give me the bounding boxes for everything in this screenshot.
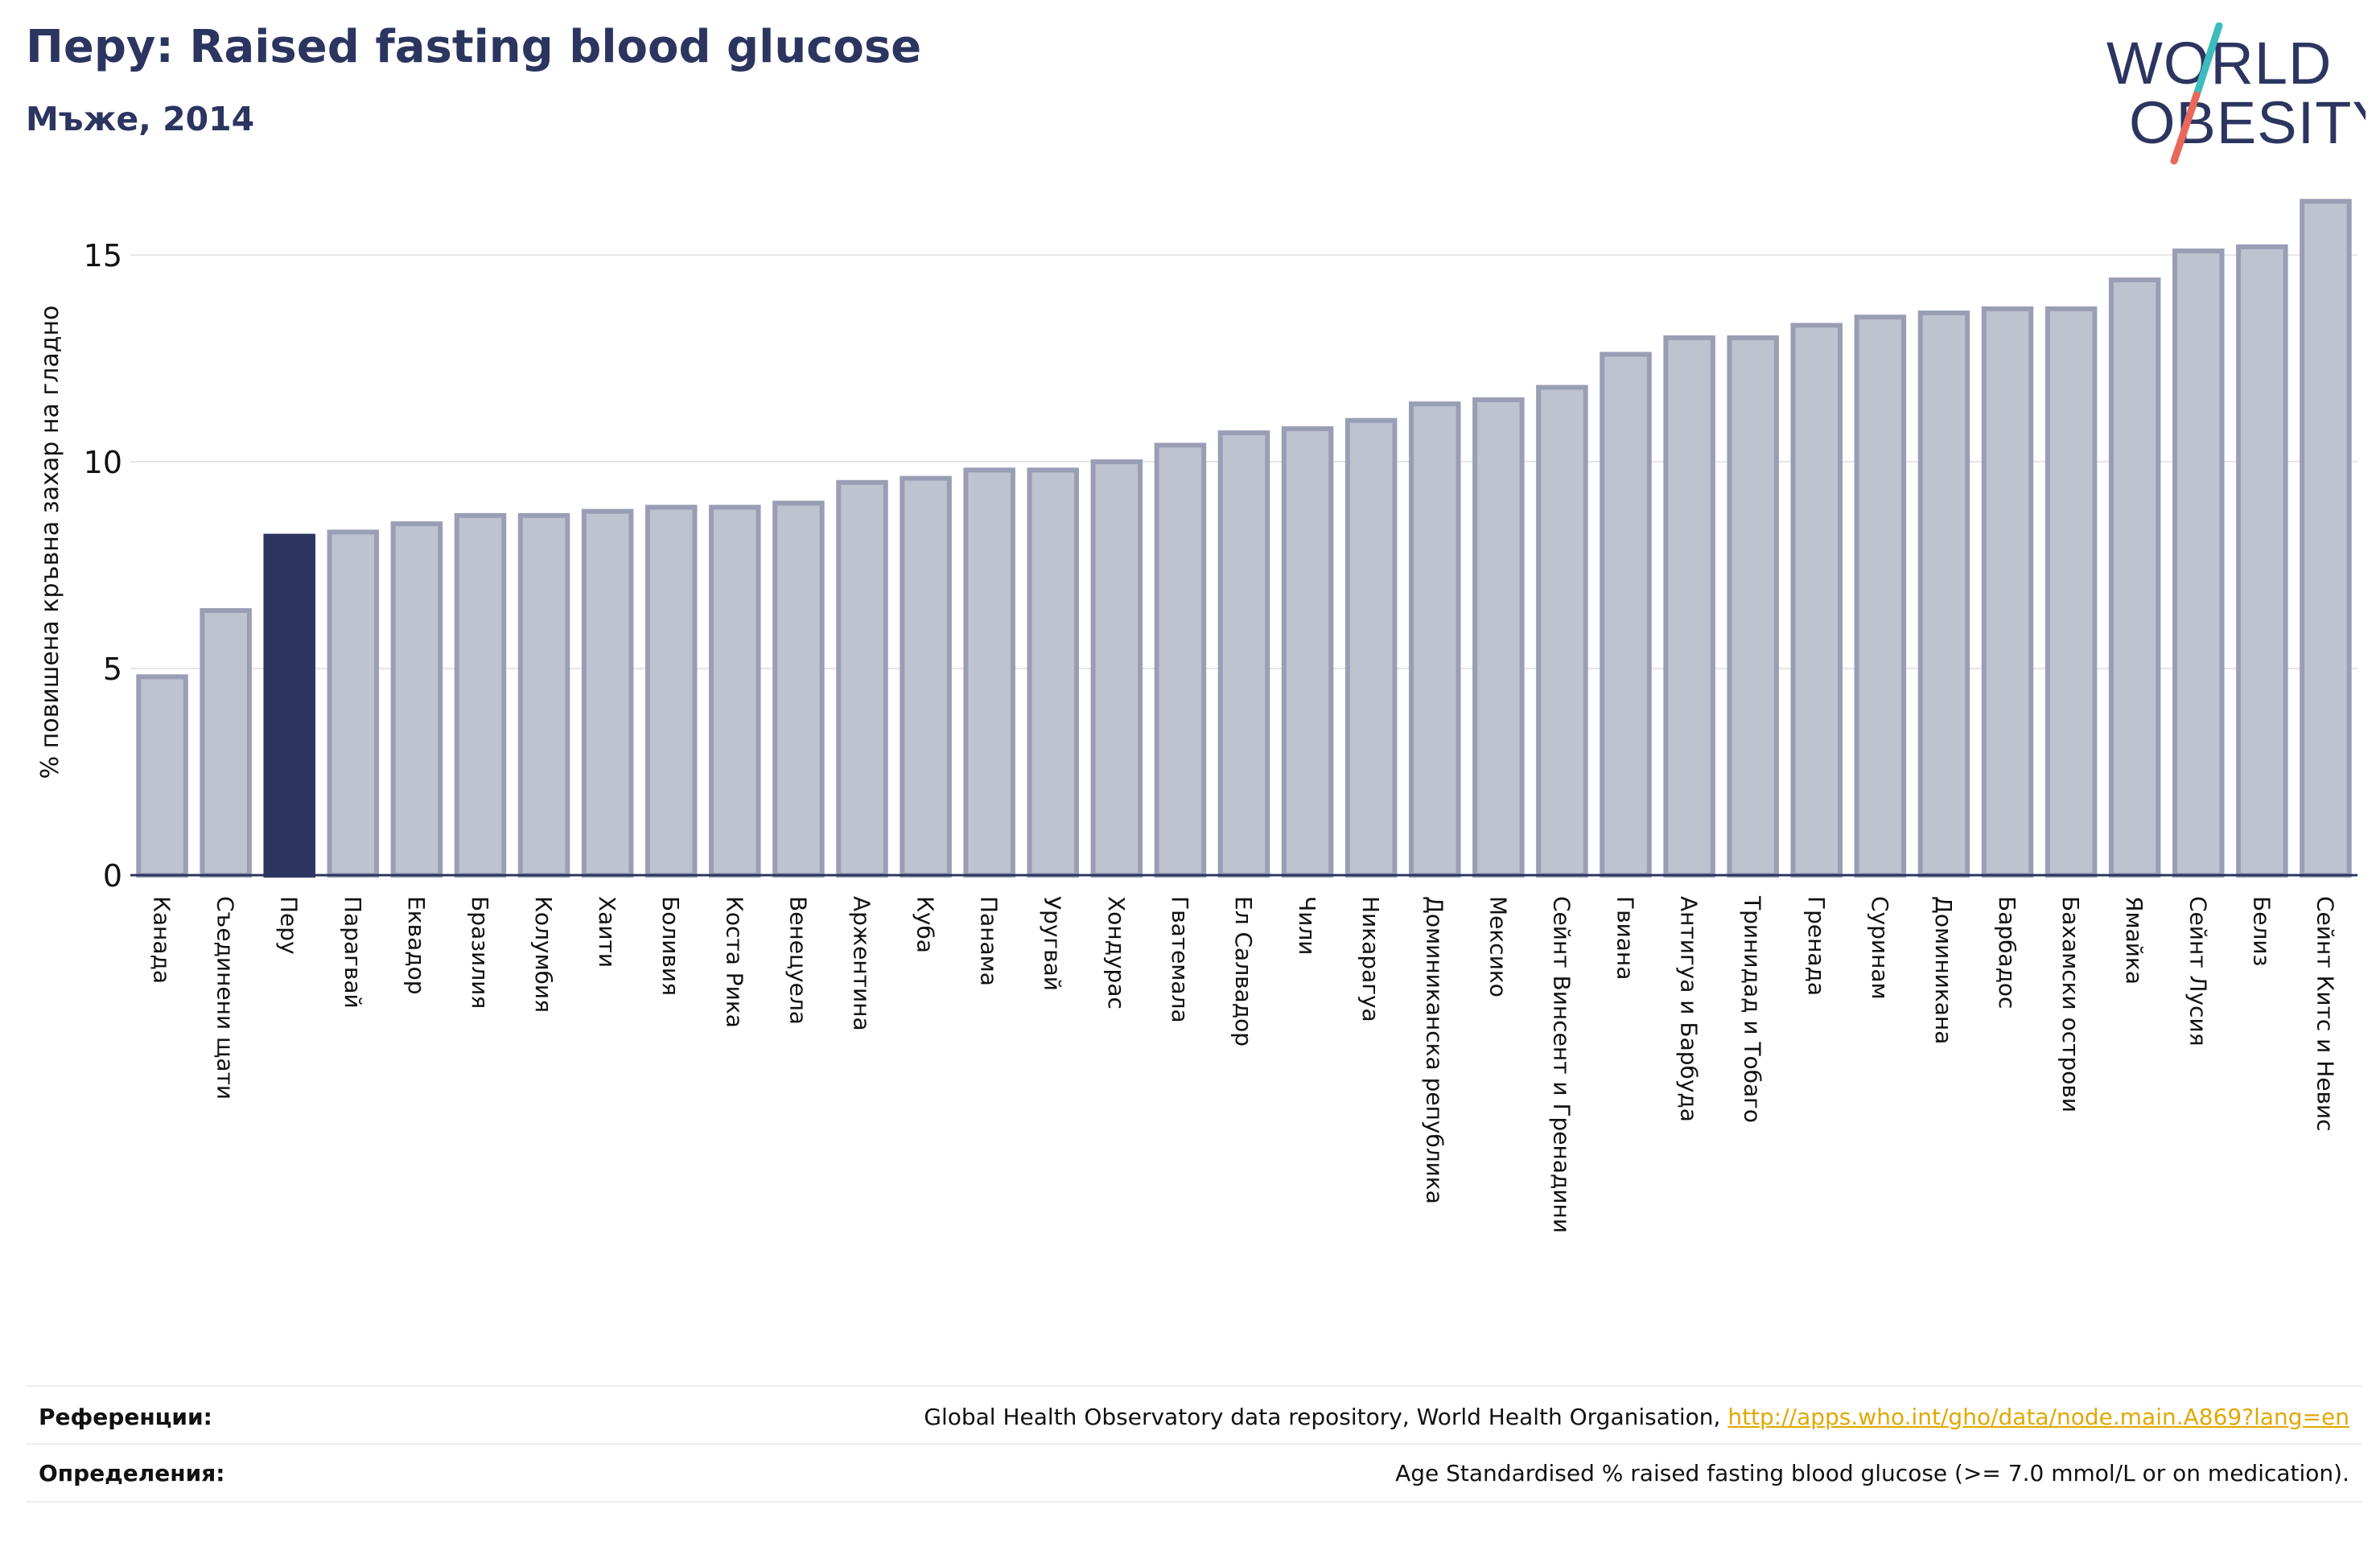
footer-divider-bottom: [26, 1501, 2362, 1503]
x-tick-label: Тринидад и Тобаго: [1740, 895, 1766, 1123]
x-tick-label: Ел Салвадор: [1230, 896, 1257, 1047]
x-tick-label: Антигуа и Барбуда: [1676, 896, 1703, 1122]
x-tick-label: Хаити: [594, 896, 620, 968]
x-tick-label: Бразилия: [467, 896, 493, 1009]
x-tick-label: Гвиана: [1612, 896, 1639, 980]
bar: [1536, 384, 1588, 878]
logo-slash-bottom: [2170, 91, 2201, 165]
references-label: Референции:: [39, 1403, 212, 1430]
logo-line2: OBESITY: [2129, 89, 2366, 156]
x-tick-label: Перу: [276, 896, 303, 955]
bar: [1472, 397, 1525, 878]
x-tick-label: Доминикана: [1930, 896, 1957, 1044]
bar: [1408, 401, 1461, 878]
x-tick-label: Барбадос: [1994, 896, 2020, 1009]
bar: [200, 608, 252, 878]
x-tick-label: Куба: [912, 896, 939, 953]
bar: [581, 508, 634, 878]
bar: [2172, 248, 2225, 878]
x-tick-label: Коста Рика: [721, 896, 747, 1028]
bar: [1854, 315, 1907, 878]
x-tick-label: Венецуела: [784, 896, 811, 1025]
x-tick-label: Сейнт Винсент и Гренадини: [1548, 896, 1575, 1233]
bar: [1790, 323, 1843, 878]
y-tick-label: 10: [84, 445, 122, 480]
x-tick-label: Парагвай: [340, 896, 366, 1009]
logo-slash-top: [2193, 23, 2223, 99]
bar: [1917, 310, 1970, 878]
x-tick-label: Гватемала: [1167, 896, 1193, 1023]
bar: [836, 479, 888, 878]
bar: [1027, 467, 1080, 878]
logo-line1: WORLD: [2106, 30, 2332, 97]
x-tick-label: Колумбия: [530, 896, 557, 1013]
x-tick-label: Сейнт Китс и Невис: [2312, 896, 2338, 1132]
bar: [900, 475, 952, 878]
bar: [327, 529, 380, 878]
bar-chart: 0 5 10 15 % повишена кръвна захар на гладно К…: [36, 199, 2357, 1233]
x-tick-label: Хондурас: [1103, 896, 1130, 1009]
references-row: Референции: Global Health Observatory da…: [26, 1388, 2362, 1445]
bar: [1344, 417, 1398, 878]
x-tick-label: Белиз: [2248, 896, 2275, 966]
x-tick-label: Боливия: [657, 896, 684, 996]
x-tick-label: Съединени щати: [212, 896, 239, 1100]
references-text: Global Health Observatory data repositor…: [924, 1403, 1728, 1430]
x-tick-label: Еквадор: [403, 896, 430, 995]
bar: [136, 674, 188, 878]
x-tick-label: Сейнт Лусия: [2184, 896, 2211, 1047]
bar: [1600, 352, 1652, 878]
definitions-label: Определения:: [39, 1459, 225, 1486]
bar: [1727, 335, 1779, 878]
bar: [2300, 199, 2352, 878]
y-tick-label: 5: [103, 652, 122, 687]
x-tick-label: Суринам: [1867, 896, 1893, 1000]
bar: [963, 467, 1015, 878]
world-obesity-logo: WORLD OBESITY: [2106, 23, 2366, 165]
definitions-row: Определения: Age Standardised % raised f…: [26, 1445, 2362, 1501]
bar: [709, 504, 761, 878]
bar: [1663, 335, 1715, 878]
bar: [1217, 430, 1270, 878]
y-tick-label: 0: [103, 858, 122, 894]
references-value: Global Health Observatory data repositor…: [924, 1404, 2349, 1430]
bar: [1281, 426, 1334, 878]
x-tick-label: Панама: [976, 896, 1003, 986]
bar: [517, 512, 570, 878]
footer-divider-middle: [26, 1443, 2362, 1445]
definitions-text: Age Standardised % raised fasting blood …: [1395, 1459, 2349, 1486]
bar: [1090, 459, 1143, 878]
bar: [454, 512, 507, 878]
x-tick-label: Уругвай: [1040, 896, 1066, 991]
footer-divider-top: [26, 1385, 2362, 1387]
x-tick-label: Мексико: [1484, 896, 1511, 997]
bar: [644, 504, 698, 878]
x-tick-label: Ямайка: [2121, 896, 2147, 985]
bar: [390, 521, 443, 878]
x-tick-label: Гренада: [1803, 896, 1830, 996]
bar: [2236, 244, 2288, 878]
bar: [2108, 277, 2161, 878]
x-tick-label: Аржентина: [848, 896, 875, 1031]
bar: [1154, 442, 1207, 878]
page-title: Перу: Raised fasting blood glucose: [26, 21, 922, 73]
x-tick-label: Чили: [1294, 896, 1320, 956]
page-subtitle: Мъже, 2014: [26, 100, 255, 138]
bar: [2044, 306, 2098, 878]
references-link[interactable]: http://apps.who.int/gho/data/node.main.A…: [1727, 1403, 2349, 1430]
x-tick-label: Бахамски острови: [2057, 896, 2084, 1112]
x-tick-label: Никарагуа: [1357, 896, 1384, 1022]
x-tick-label: Канада: [149, 896, 175, 984]
x-tick-label: Доминиканска република: [1421, 896, 1447, 1204]
bar: [772, 500, 825, 878]
bar: [1981, 306, 2034, 878]
y-tick-label: 15: [84, 238, 122, 273]
bar-highlighted: [263, 533, 315, 878]
y-axis-label: % повишена кръвна захар на гладно: [36, 306, 64, 779]
